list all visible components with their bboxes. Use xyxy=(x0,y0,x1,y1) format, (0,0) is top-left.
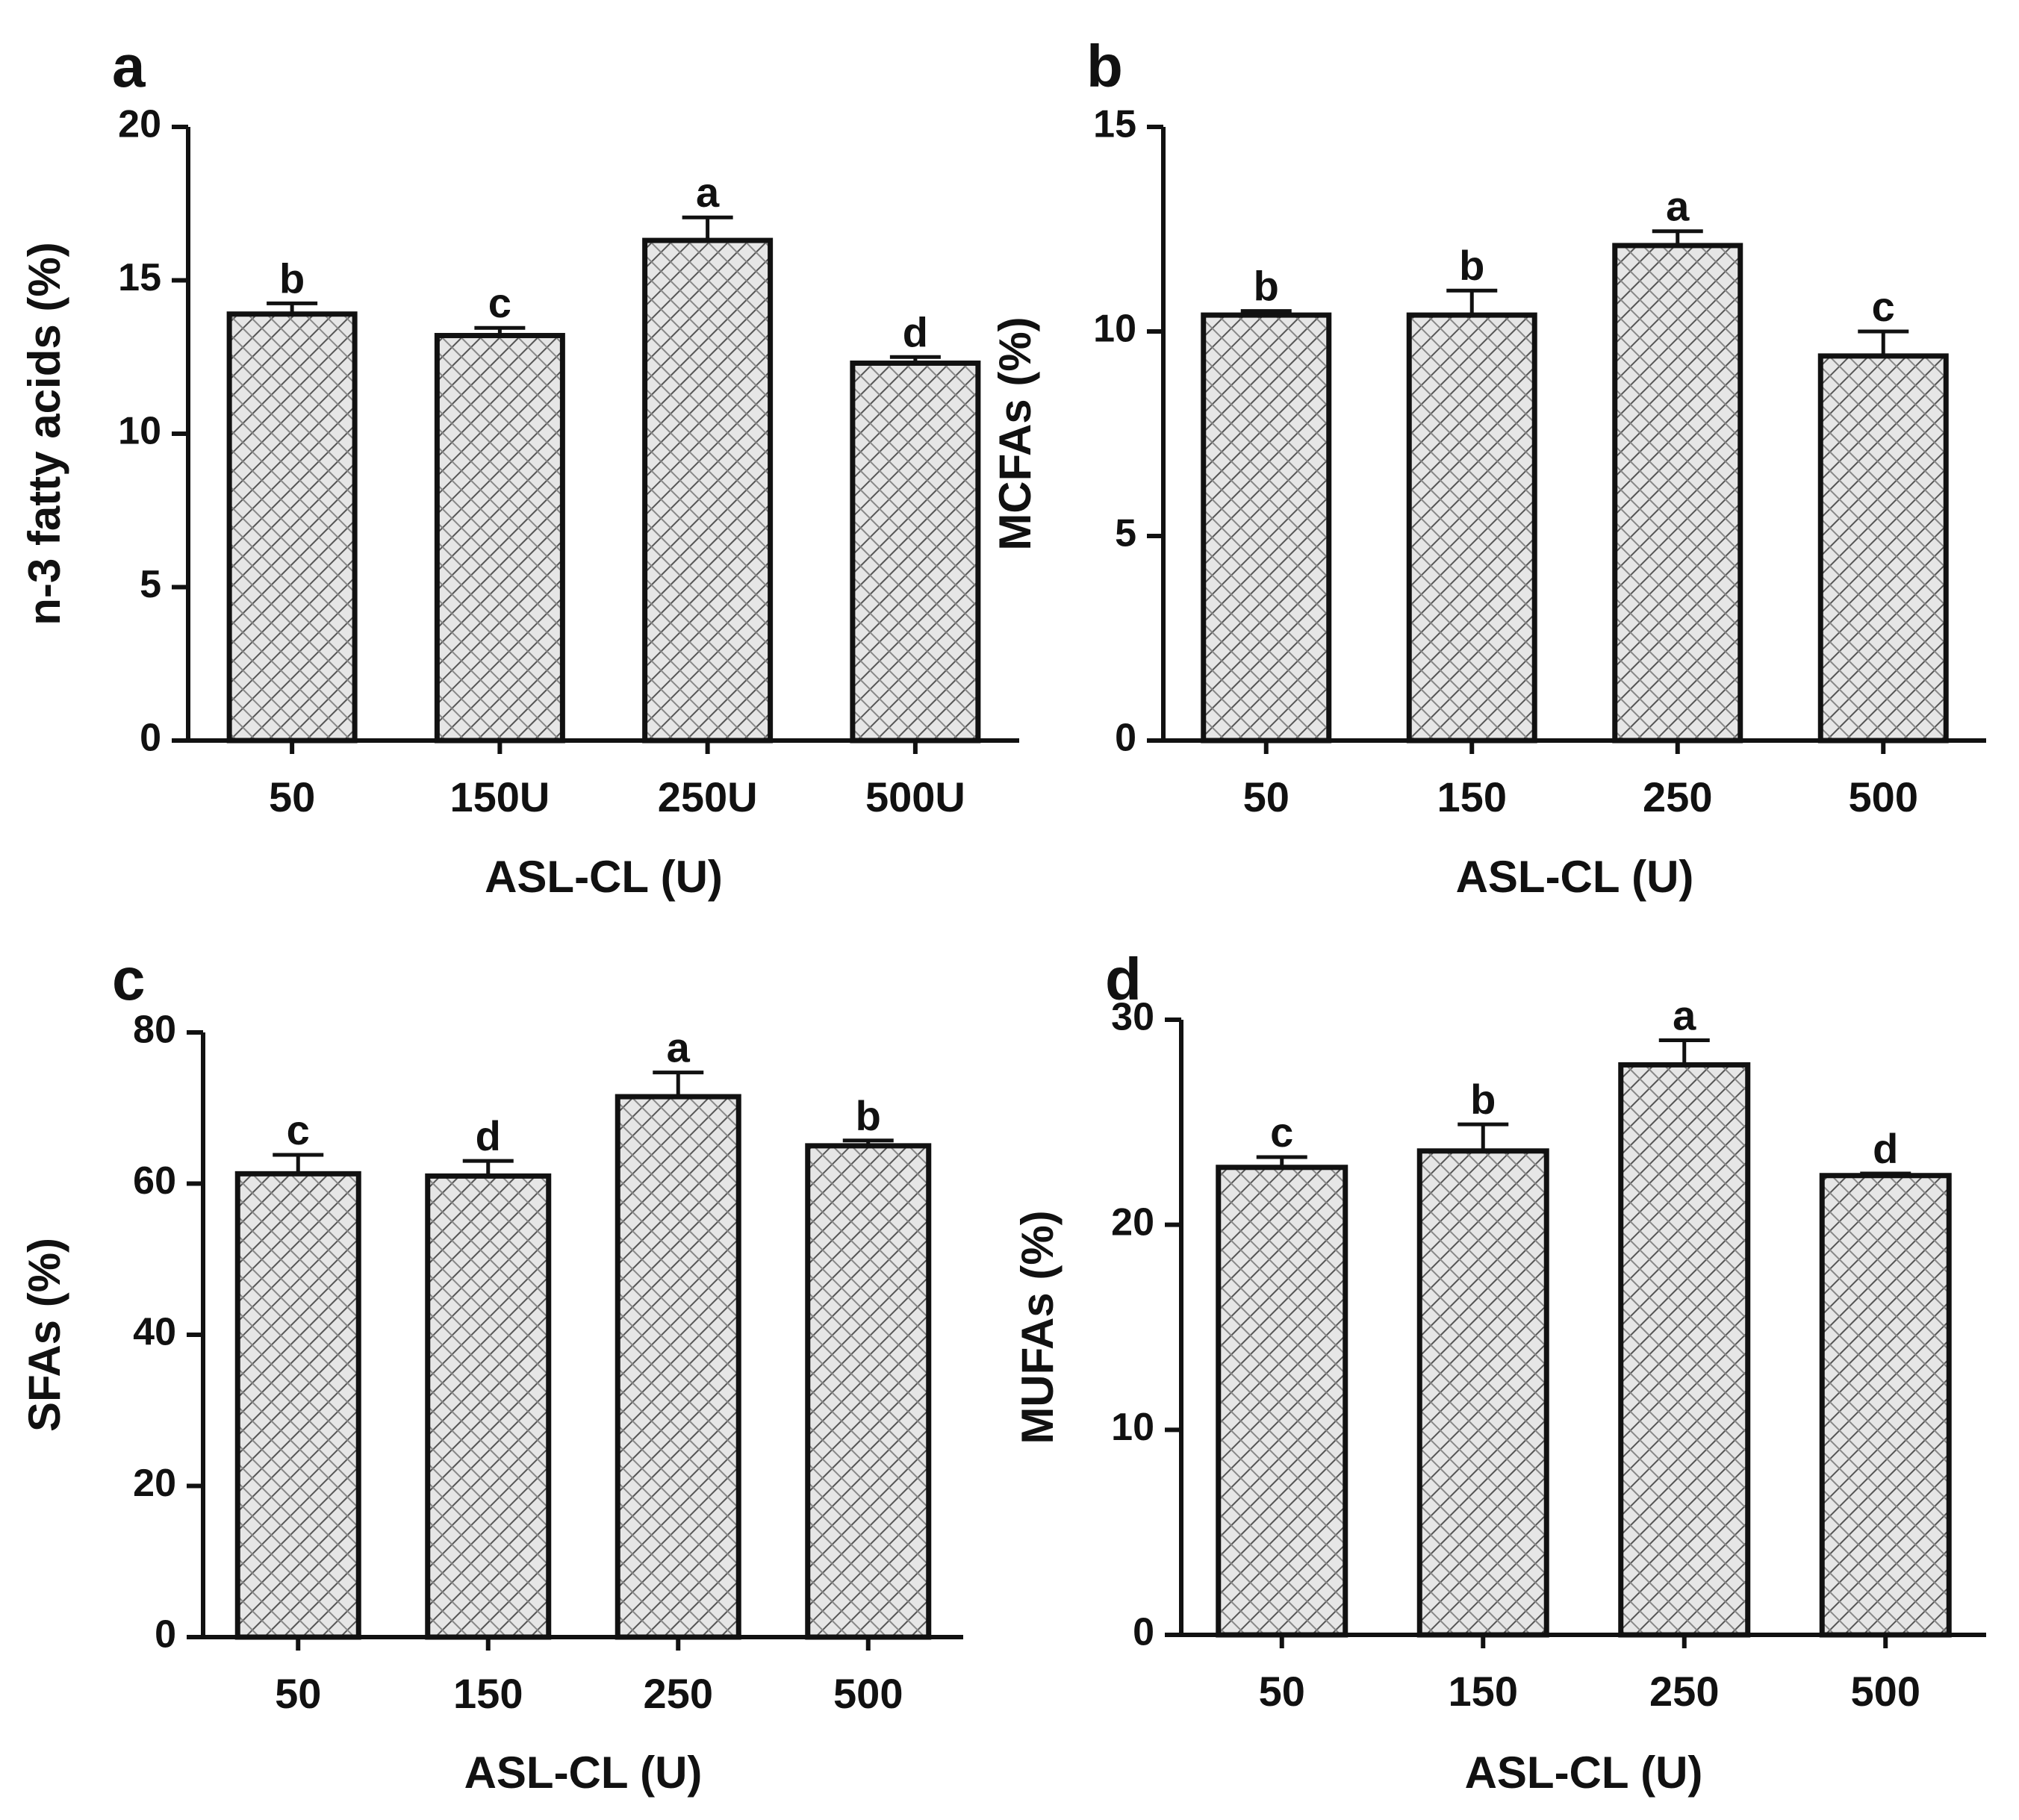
x-tick-label: 150U xyxy=(449,773,550,820)
x-tick-label: 500U xyxy=(865,773,965,820)
bar xyxy=(226,311,358,744)
significance-letter: c xyxy=(1270,1109,1293,1156)
bar xyxy=(1216,1165,1348,1638)
chart-panel-c: c c 50 d 150 a 250 b 500 0 20 40 60 80 SFAs (%) ASL-CL … xyxy=(19,946,963,1798)
panel-letter: b xyxy=(1086,33,1123,99)
x-tick-label: 500 xyxy=(1851,1668,1920,1715)
y-tick-label: 15 xyxy=(1093,103,1136,146)
bar xyxy=(1819,1173,1952,1638)
chart-panel-a: a b 50 c 150U a 250U d 500U 0 5 10 15 20 n-3 fatty aci… xyxy=(19,33,1019,902)
significance-letter: d xyxy=(903,308,928,355)
x-tick-label: 150 xyxy=(1449,1668,1518,1715)
significance-letter: a xyxy=(667,1024,691,1071)
x-tick-label: 250U xyxy=(658,773,758,820)
bar xyxy=(1406,312,1537,744)
x-tick-label: 50 xyxy=(269,773,315,820)
x-tick-label: 250 xyxy=(1643,773,1712,820)
significance-letter: d xyxy=(476,1112,501,1159)
panel-letter: d xyxy=(1105,946,1142,1012)
y-tick-label: 20 xyxy=(1111,1200,1154,1244)
significance-letter: b xyxy=(1470,1076,1496,1123)
y-tick-label: 20 xyxy=(118,103,161,146)
y-axis-title: MCFAs (%) xyxy=(990,317,1040,550)
y-tick-label: 5 xyxy=(1115,512,1136,555)
y-tick-label: 10 xyxy=(1111,1406,1154,1449)
bar xyxy=(1201,312,1332,744)
significance-letter: b xyxy=(1459,242,1484,289)
significance-letter: b xyxy=(1254,263,1279,310)
panel-letter: c xyxy=(112,946,146,1012)
significance-letter: b xyxy=(279,255,305,302)
chart-panel-b: b b 50 b 150 a 250 c 500 0 5 10 15 MCFAs (%) ASL-CL (U… xyxy=(990,33,1986,902)
bar xyxy=(805,1143,932,1640)
x-tick-label: 50 xyxy=(275,1670,321,1717)
bar xyxy=(1416,1148,1549,1638)
chart-panel-d: d c 50 b 150 a 250 d 500 0 10 20 30 MUFAs (%) ASL-CL (… xyxy=(1012,946,1986,1798)
y-tick-label: 5 xyxy=(140,563,161,606)
x-tick-label: 500 xyxy=(833,1670,903,1717)
y-tick-label: 40 xyxy=(133,1311,176,1354)
significance-letter: a xyxy=(1666,183,1690,230)
x-axis-title: ASL-CL (U) xyxy=(485,852,723,902)
significance-letter: c xyxy=(287,1106,310,1153)
bar xyxy=(1817,353,1949,744)
x-tick-label: 150 xyxy=(453,1670,523,1717)
x-tick-label: 150 xyxy=(1437,773,1507,820)
y-tick-label: 80 xyxy=(133,1009,176,1052)
significance-letter: d xyxy=(1873,1125,1898,1172)
significance-letter: a xyxy=(696,169,720,216)
x-axis-title: ASL-CL (U) xyxy=(464,1748,703,1798)
y-tick-label: 0 xyxy=(1115,717,1136,760)
y-tick-label: 10 xyxy=(1093,308,1136,351)
x-tick-label: 50 xyxy=(1243,773,1290,820)
y-tick-label: 60 xyxy=(133,1159,176,1203)
x-tick-label: 500 xyxy=(1849,773,1918,820)
significance-letter: b xyxy=(856,1092,881,1139)
bar xyxy=(850,360,981,744)
bar xyxy=(615,1094,741,1640)
y-tick-label: 0 xyxy=(1133,1611,1154,1654)
significance-letter: c xyxy=(1872,283,1895,330)
x-tick-label: 250 xyxy=(644,1670,713,1717)
y-tick-label: 20 xyxy=(133,1462,176,1505)
y-axis-title: n-3 fatty acids (%) xyxy=(19,242,69,625)
significance-letter: a xyxy=(1673,991,1696,1038)
y-axis-title: SFAs (%) xyxy=(19,1238,69,1432)
bar xyxy=(1618,1062,1751,1638)
y-tick-label: 15 xyxy=(118,256,161,299)
x-tick-label: 50 xyxy=(1259,1668,1305,1715)
bar xyxy=(434,332,565,744)
bar xyxy=(1612,243,1743,744)
bar xyxy=(425,1173,552,1640)
y-tick-label: 0 xyxy=(155,1613,176,1657)
significance-letter: c xyxy=(488,279,511,326)
y-tick-label: 30 xyxy=(1111,996,1154,1039)
panel-letter: a xyxy=(112,33,146,99)
bar xyxy=(234,1171,361,1640)
y-axis-title: MUFAs (%) xyxy=(1012,1210,1063,1444)
y-tick-label: 10 xyxy=(118,410,161,453)
x-axis-title: ASL-CL (U) xyxy=(1456,852,1694,902)
y-tick-label: 0 xyxy=(140,717,161,760)
x-tick-label: 250 xyxy=(1649,1668,1719,1715)
bar xyxy=(642,237,774,744)
x-axis-title: ASL-CL (U) xyxy=(1465,1748,1703,1798)
